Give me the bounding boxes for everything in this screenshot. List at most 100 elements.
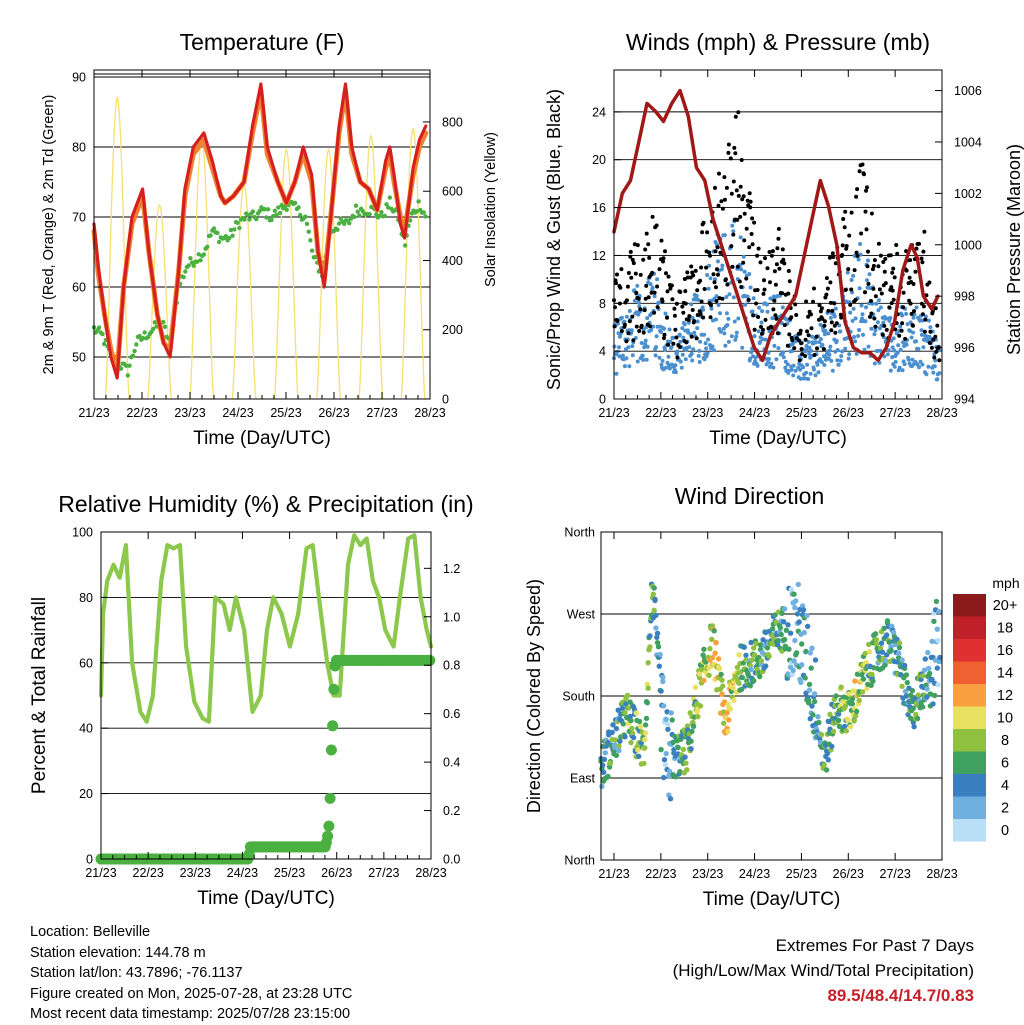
- wind-point: [906, 357, 911, 362]
- gust-point: [632, 242, 637, 247]
- direction-point: [743, 652, 749, 658]
- gust-point: [908, 301, 913, 306]
- direction-point: [870, 678, 876, 684]
- wind-point: [741, 254, 746, 259]
- wind-point: [654, 345, 659, 350]
- gust-point: [895, 251, 900, 256]
- wind-point: [874, 301, 879, 306]
- direction-point: [627, 713, 633, 720]
- dewpoint-point: [367, 212, 372, 217]
- wind-point: [663, 347, 667, 352]
- direction-point: [612, 742, 618, 748]
- wind-point: [635, 359, 640, 364]
- gust-point: [833, 330, 838, 335]
- direction-point: [786, 646, 792, 652]
- direction-point: [805, 623, 811, 630]
- direction-point: [902, 688, 909, 695]
- direction-point: [830, 728, 837, 735]
- gust-point: [814, 334, 819, 339]
- y-tick-label: 12: [592, 249, 606, 263]
- wind-point: [926, 318, 931, 323]
- gust-point: [774, 262, 779, 267]
- legend-swatch: [953, 684, 986, 707]
- direction-point: [605, 773, 611, 780]
- gust-point: [695, 288, 700, 293]
- direction-point: [936, 608, 942, 615]
- wind-point: [878, 305, 883, 310]
- gust-point: [733, 114, 738, 119]
- wind-point: [852, 335, 857, 339]
- gust-point: [890, 288, 895, 293]
- gust-point: [638, 307, 643, 312]
- wind-point: [714, 317, 718, 322]
- gust-point: [911, 323, 915, 328]
- direction-point: [611, 748, 617, 755]
- y-tick-label: 60: [79, 656, 93, 670]
- wind-point: [905, 322, 910, 327]
- gust-point: [927, 280, 932, 285]
- gust-point: [755, 288, 760, 292]
- gust-point: [647, 255, 652, 260]
- legend-label: 20+: [993, 598, 1018, 614]
- direction-point: [739, 674, 746, 681]
- wind-point: [724, 311, 729, 316]
- gust-point: [800, 352, 805, 357]
- wind-point: [789, 367, 794, 372]
- gust-point: [634, 290, 639, 295]
- direction-point: [811, 691, 818, 697]
- direction-point: [642, 736, 648, 743]
- x-tick-label: 25/23: [274, 866, 305, 880]
- legend-swatch: [953, 616, 986, 639]
- legend-label: 0: [1001, 823, 1009, 839]
- wind-point: [667, 327, 672, 332]
- gust-point: [624, 298, 629, 303]
- direction-point: [653, 612, 659, 618]
- direction-point: [668, 710, 674, 716]
- wind-point: [748, 356, 753, 361]
- gust-point: [660, 299, 665, 304]
- wind-point: [765, 302, 769, 307]
- gust-point: [672, 313, 677, 318]
- gust-point: [890, 270, 895, 275]
- gust-point: [882, 269, 887, 274]
- gust-point: [756, 315, 761, 319]
- wind-point: [904, 342, 909, 347]
- wind-point: [835, 358, 840, 363]
- direction-point: [883, 658, 889, 664]
- wind-point: [681, 335, 686, 340]
- solar-day-curve: [189, 137, 215, 400]
- gust-point: [866, 249, 870, 254]
- direction-point: [612, 737, 619, 743]
- direction-tick-label: West: [567, 608, 596, 622]
- gust-point: [628, 254, 633, 259]
- wind-point: [713, 277, 717, 282]
- gust-point: [922, 329, 927, 334]
- wind-point: [763, 337, 768, 342]
- y-tick-label: 90: [72, 71, 86, 85]
- wind-point: [857, 328, 862, 332]
- wind-point: [720, 263, 725, 268]
- y2-tick-label: 1000: [954, 238, 982, 252]
- direction-point: [924, 686, 930, 692]
- direction-point: [803, 648, 809, 655]
- y-tick-label: 16: [592, 201, 606, 215]
- direction-point: [697, 675, 703, 681]
- direction-point: [725, 728, 731, 735]
- gust-point: [666, 274, 671, 279]
- dewpoint-point: [137, 333, 142, 339]
- direction-point: [926, 665, 932, 672]
- direction-point: [641, 760, 647, 767]
- gust-point: [833, 261, 838, 266]
- direction-point: [736, 680, 742, 687]
- gust-series: [612, 110, 942, 363]
- direction-point: [689, 728, 695, 734]
- gust-point: [619, 329, 624, 333]
- y-tick-label: 80: [72, 141, 86, 155]
- gust-point: [657, 267, 662, 272]
- y2-tick-label: 0.0: [443, 853, 460, 867]
- solar-day-curve: [147, 203, 172, 400]
- gust-point: [769, 325, 774, 330]
- gust-point: [760, 331, 764, 336]
- gust-point: [650, 214, 655, 219]
